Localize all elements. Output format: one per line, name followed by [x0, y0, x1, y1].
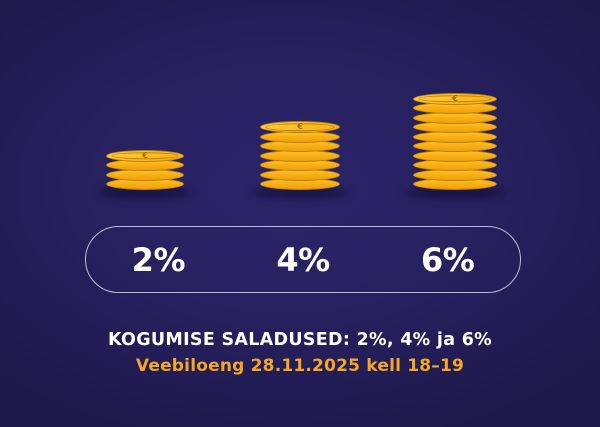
- coin-top: €: [260, 121, 340, 133]
- percent-option-2[interactable]: 2%: [131, 240, 186, 279]
- stack-shadow: [403, 186, 507, 199]
- coin-rim-ring: [265, 123, 335, 131]
- stack-2-percent: €: [97, 149, 193, 199]
- webinar-datetime: Veebiloeng 28.11.2025 kell 18–19: [135, 356, 465, 376]
- coin-top: €: [106, 149, 184, 162]
- percent-option-6[interactable]: 6%: [421, 240, 475, 279]
- percent-options-pill: 2% 4% 6%: [85, 226, 521, 293]
- coin-top: €: [413, 92, 497, 105]
- coin-stacks-illustration: € € €: [0, 0, 600, 212]
- coin-rim-ring: [418, 94, 492, 103]
- stack-6-percent: €: [403, 92, 507, 199]
- percent-option-4[interactable]: 4%: [276, 240, 330, 279]
- page-title: KOGUMISE SALADUSED: 2%, 4% ja 6%: [107, 330, 493, 350]
- stack-4-percent: €: [251, 121, 349, 199]
- coin-rim-ring: [111, 151, 179, 160]
- caption-block: KOGUMISE SALADUSED: 2%, 4% ja 6% Veebilo…: [0, 330, 600, 376]
- stack-shadow: [251, 186, 349, 199]
- stack-shadow: [97, 186, 193, 199]
